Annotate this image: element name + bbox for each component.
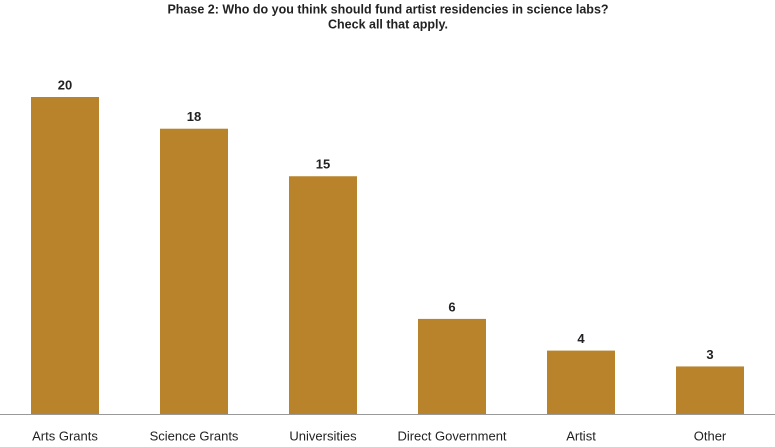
bar <box>676 366 744 414</box>
value-label: 6 <box>448 299 455 314</box>
x-tick-label: Other <box>694 428 727 442</box>
bar <box>289 176 357 414</box>
value-label: 4 <box>577 331 585 346</box>
x-tick-label: Artist <box>566 428 596 442</box>
bar <box>160 128 228 414</box>
value-label: 15 <box>316 157 330 172</box>
chart-title: Phase 2: Who do you think should fund ar… <box>167 2 608 16</box>
x-tick-label: Science Grants <box>150 428 239 442</box>
bar <box>547 350 615 414</box>
value-label: 20 <box>58 77 72 92</box>
chart-title: Check all that apply. <box>328 17 448 31</box>
bar <box>418 318 486 414</box>
bar <box>31 97 99 414</box>
x-tick-label: Arts Grants <box>32 428 98 442</box>
x-tick-label: Universities <box>289 428 357 442</box>
value-label: 18 <box>187 109 201 124</box>
value-label: 3 <box>706 347 713 362</box>
x-tick-label: Direct Government <box>397 428 506 442</box>
